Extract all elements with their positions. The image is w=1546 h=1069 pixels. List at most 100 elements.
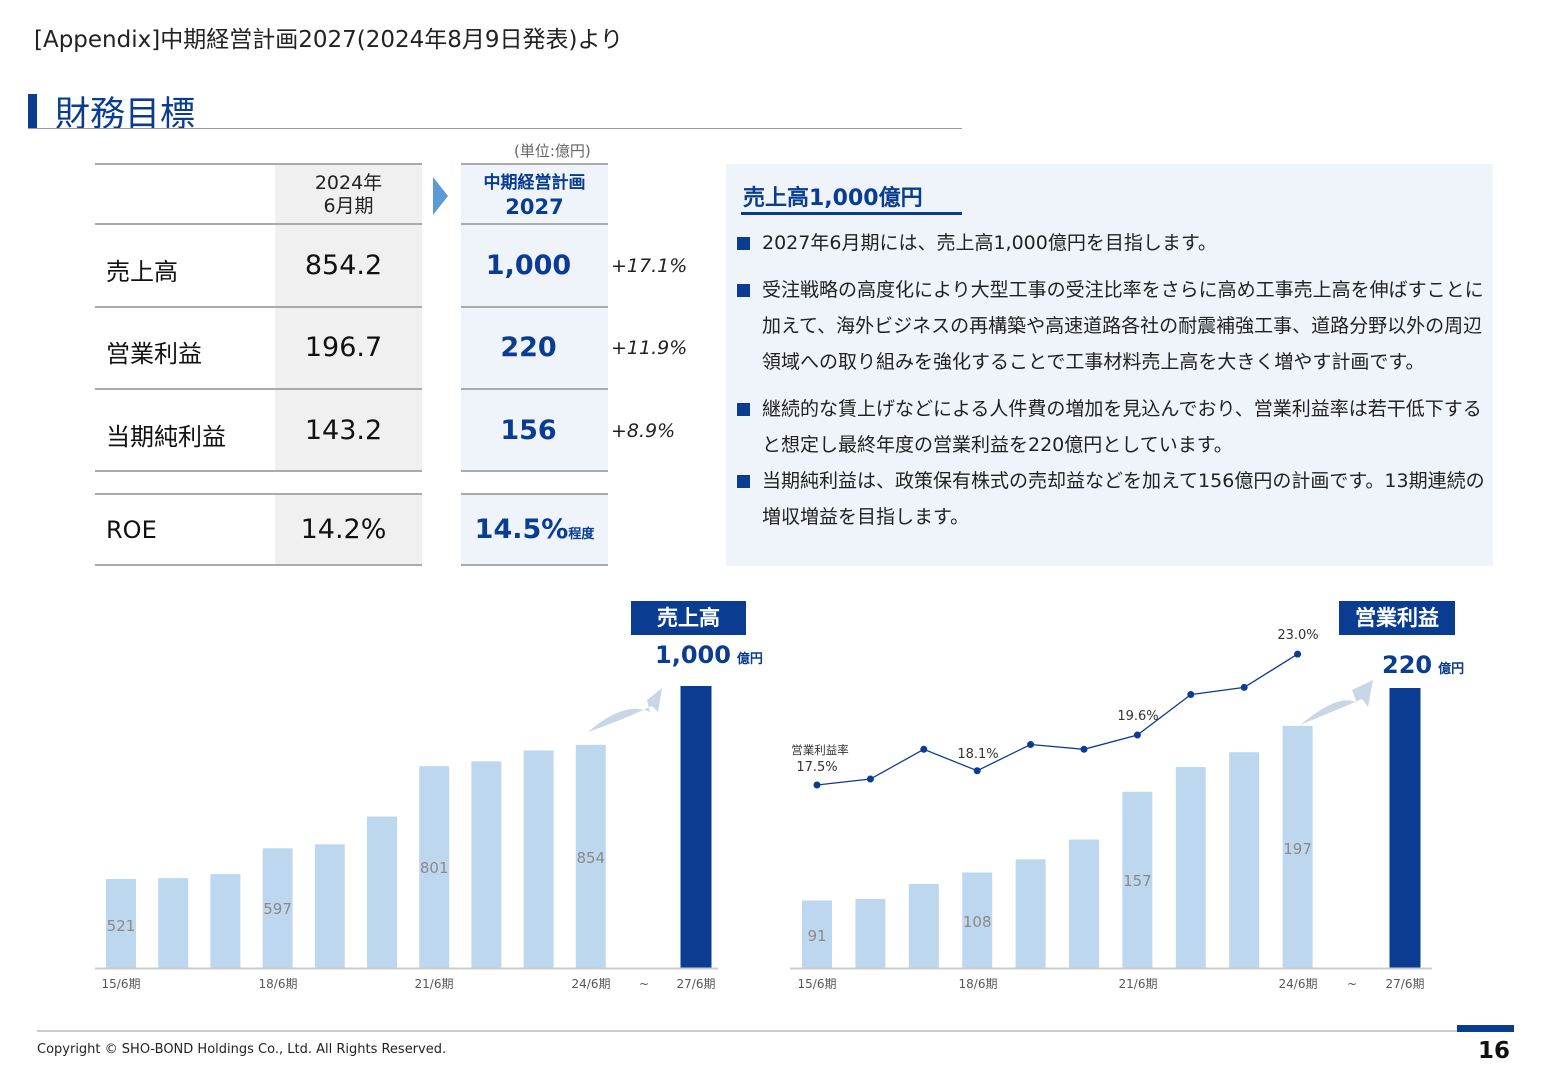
plan-column-header: 中期経営計画 2027 <box>461 172 608 220</box>
table-rule <box>461 306 608 308</box>
margin-data-label: 19.6% <box>1117 709 1158 724</box>
bar <box>471 761 502 968</box>
square-bullet-icon <box>737 284 750 297</box>
growth-arrow-icon <box>588 688 662 732</box>
x-tick-label: ~ <box>639 977 649 991</box>
sales-chart: 521 597 801 854 15/6期 18/6期 21/6期 24/6期 ~27/6期 <box>95 686 718 991</box>
current-column-header: 2024年 6月期 <box>275 172 422 218</box>
bar <box>1069 839 1099 968</box>
row-label-sales: 売上高 <box>106 258 178 286</box>
bar <box>575 744 606 968</box>
arrow-right-icon <box>433 177 448 215</box>
sales-target-value: 1,000 <box>655 641 731 669</box>
current-roe-bg <box>275 495 422 565</box>
header-line: 2024年 <box>314 172 383 194</box>
bar <box>158 878 189 968</box>
bullet-text: 2027年6月期には、売上高1,000億円を目指します。 <box>762 232 1217 254</box>
bar <box>1282 725 1313 968</box>
margin-point <box>920 745 928 753</box>
bullet-item: 当期純利益は、政策保有株式の売却益などを加えて156億円の計画です。13期連続の… <box>736 463 1486 535</box>
margin-point <box>866 775 874 783</box>
footer-accent <box>1457 1025 1514 1032</box>
bar <box>1122 791 1153 968</box>
bullet-item: 継続的な賃上げなどによる人件費の増加を見込んでおり、営業利益率は若干低下すると想… <box>736 391 1486 463</box>
bullet-text: 当期純利益は、政策保有株式の売却益などを加えて156億円の計画です。13期連続の… <box>762 470 1485 528</box>
profit-chart-badge: 営業利益 <box>1339 601 1455 635</box>
bar <box>680 686 712 968</box>
row-label-net-income: 当期純利益 <box>106 423 226 451</box>
table-rule <box>461 223 608 225</box>
x-tick-label: 27/6期 <box>677 977 716 991</box>
table-rule <box>95 564 422 566</box>
bar <box>1175 767 1206 968</box>
profit-target-value: 220 <box>1382 651 1433 679</box>
x-tick-label: 27/6期 <box>1386 977 1425 991</box>
plan-operating-profit: 220 <box>500 332 557 363</box>
plan-roe-value: 14.5% <box>474 514 569 545</box>
bar <box>962 872 993 968</box>
bar <box>419 766 450 968</box>
table-rule <box>461 163 608 165</box>
table-rule <box>461 564 608 566</box>
sales-target-label: 1,000 億円 <box>655 641 763 669</box>
table-rule <box>461 388 608 390</box>
table-rule <box>95 306 422 308</box>
bullet-text: 継続的な賃上げなどによる人件費の増加を見込んでおり、営業利益率は若干低下すると想… <box>762 398 1482 456</box>
bar <box>106 878 136 968</box>
current-sales: 854.2 <box>304 250 383 281</box>
page-number: 16 <box>1478 1038 1511 1064</box>
header-line: 中期経営計画 <box>483 173 586 193</box>
sales-target-unit: 億円 <box>736 652 763 667</box>
profit-target-label: 220 億円 <box>1382 651 1464 679</box>
bar <box>367 816 397 968</box>
x-tick-label: 21/6期 <box>1119 977 1158 991</box>
table-rule <box>95 163 422 165</box>
title-divider <box>28 128 962 129</box>
x-tick-label: 24/6期 <box>1279 977 1318 991</box>
bar-data-label: 597 <box>263 900 292 918</box>
bar-data-label: 197 <box>1283 840 1312 858</box>
plan-sales: 1,000 <box>485 250 572 281</box>
copyright: Copyright © SHO-BOND Holdings Co., Ltd. … <box>37 1042 447 1057</box>
bullet-item: 2027年6月期には、売上高1,000億円を目指します。 <box>736 225 1486 261</box>
x-tick-label: 18/6期 <box>959 977 998 991</box>
table-rule <box>461 493 608 495</box>
bar <box>262 848 293 968</box>
bar <box>855 898 886 968</box>
bar <box>210 874 241 968</box>
bar <box>314 844 345 968</box>
bar-data-label: 108 <box>963 913 992 931</box>
margin-point <box>813 781 821 789</box>
margin-data-label: 18.1% <box>957 747 998 762</box>
row-label-operating-profit: 営業利益 <box>106 340 202 368</box>
margin-point <box>1027 741 1035 749</box>
bar-data-label: 91 <box>807 927 826 945</box>
bar <box>802 900 832 968</box>
square-bullet-icon <box>737 403 750 416</box>
x-tick-label: 21/6期 <box>415 977 454 991</box>
plan-column-bg <box>461 165 608 471</box>
x-tick-label: 15/6期 <box>798 977 837 991</box>
plan-roe-bg <box>461 495 608 565</box>
table-rule <box>95 223 422 225</box>
row-label-roe: ROE <box>106 516 157 544</box>
plan-roe-suffix: 程度 <box>568 527 595 542</box>
change-net-income: +8.9% <box>611 420 676 442</box>
square-bullet-icon <box>737 475 750 488</box>
header-line: 6月期 <box>323 195 374 217</box>
bar <box>1389 688 1421 968</box>
bullet-text: 受注戦略の高度化により大型工事の受注比率をさらに高め工事売上高を伸ばすことに加え… <box>762 279 1484 373</box>
margin-data-label: 17.5% <box>796 760 837 775</box>
bar-data-label: 157 <box>1123 872 1152 890</box>
sales-chart-badge: 売上高 <box>631 601 746 635</box>
table-rule <box>95 470 422 472</box>
line-series-name: 営業利益率 <box>791 743 849 757</box>
growth-arrow-icon <box>1300 680 1373 725</box>
bar <box>1015 859 1046 968</box>
x-tick-label: 18/6期 <box>259 977 298 991</box>
table-rule <box>95 388 422 390</box>
header-line: 2027 <box>505 195 564 219</box>
x-tick-label: 24/6期 <box>572 977 611 991</box>
square-bullet-icon <box>737 237 750 250</box>
